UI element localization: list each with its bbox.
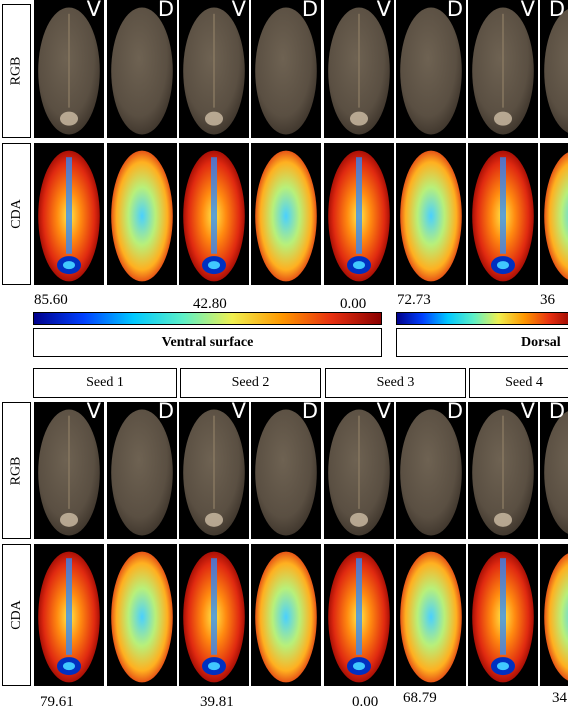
rgb-top-dorsal-image-4: D	[251, 0, 321, 138]
cda-top-ventral-image-5	[324, 143, 394, 285]
cda-bottom-ventral-image-1	[34, 544, 104, 686]
view-tag-ventral: V	[520, 0, 535, 21]
view-tag-ventral: V	[520, 402, 535, 423]
rgb-bottom-ventral-image-1: V	[34, 402, 104, 539]
cda-top-dorsal-image-2	[107, 143, 177, 285]
view-tag-dorsal: D	[157, 402, 174, 423]
seed-1-label: Seed 1	[33, 368, 177, 398]
rgb-bottom-dorsal-image-6: D	[396, 402, 466, 539]
colorbar-min-value-bottom: 0.00	[352, 694, 379, 710]
colorbar2-mid-value-bottom: 34	[552, 690, 567, 706]
colorbar-min-value-top: 0.00	[340, 296, 367, 312]
cda-bottom-dorsal-image-8	[540, 544, 568, 686]
cda-top-dorsal-image-8	[540, 143, 568, 285]
view-tag-dorsal: D	[446, 0, 463, 21]
view-tag-dorsal: D	[301, 0, 318, 21]
view-tag-ventral: V	[86, 0, 101, 21]
view-tag-ventral: V	[376, 0, 391, 21]
cda-top-ventral-image-7	[468, 143, 538, 285]
rgb-row-label-top: RGB	[2, 4, 31, 138]
rgb-top-dorsal-image-2: D	[107, 0, 177, 138]
cda-row-label-bottom: CDA	[2, 544, 31, 686]
cda-bottom-ventral-image-3	[179, 544, 249, 686]
colorbar-mid-value-bottom: 39.81	[200, 694, 234, 710]
rgb-top-dorsal-image-6: D	[396, 0, 466, 138]
view-tag-dorsal: D	[446, 402, 463, 423]
view-tag-ventral: V	[376, 402, 391, 423]
seed-4-label: Seed 4	[469, 368, 568, 398]
cda-bottom-dorsal-image-2	[107, 544, 177, 686]
cda-bottom-dorsal-image-6	[396, 544, 466, 686]
rgb-bottom-ventral-image-5: V	[324, 402, 394, 539]
colorbar-top	[33, 312, 382, 325]
dorsal-surface-label: Dorsal	[396, 328, 568, 357]
view-tag-dorsal: D	[548, 402, 565, 423]
cda-bottom-ventral-image-7	[468, 544, 538, 686]
colorbar-mid-value-top: 42.80	[193, 296, 227, 312]
rgb-top-ventral-image-1: V	[34, 0, 104, 138]
colorbar2-max-value-top: 72.73	[397, 292, 431, 308]
view-tag-ventral: V	[231, 402, 246, 423]
rgb-bottom-ventral-image-3: V	[179, 402, 249, 539]
seed-3-label: Seed 3	[325, 368, 466, 398]
view-tag-dorsal: D	[548, 0, 565, 21]
colorbar2-max-value-bottom: 68.79	[403, 690, 437, 706]
rgb-bottom-dorsal-image-4: D	[251, 402, 321, 539]
cda-top-ventral-image-1	[34, 143, 104, 285]
cda-top-ventral-image-3	[179, 143, 249, 285]
rgb-top-ventral-image-5: V	[324, 0, 394, 138]
rgb-top-ventral-image-3: V	[179, 0, 249, 138]
rgb-bottom-dorsal-image-8: D	[540, 402, 568, 539]
colorbar-max-value-top: 85.60	[34, 292, 68, 308]
view-tag-ventral: V	[86, 402, 101, 423]
cda-row-label-top: CDA	[2, 143, 31, 285]
cda-top-dorsal-image-4	[251, 143, 321, 285]
cda-bottom-dorsal-image-4	[251, 544, 321, 686]
colorbar2-top	[396, 312, 568, 325]
ventral-surface-label: Ventral surface	[33, 328, 382, 357]
seed-2-label: Seed 2	[180, 368, 321, 398]
view-tag-dorsal: D	[157, 0, 174, 21]
cda-bottom-ventral-image-5	[324, 544, 394, 686]
view-tag-ventral: V	[231, 0, 246, 21]
view-tag-dorsal: D	[301, 402, 318, 423]
rgb-bottom-ventral-image-7: V	[468, 402, 538, 539]
colorbar-max-value-bottom: 79.61	[40, 694, 74, 710]
rgb-row-label-bottom: RGB	[2, 402, 31, 539]
colorbar2-mid-value-top: 36	[540, 292, 555, 308]
rgb-bottom-dorsal-image-2: D	[107, 402, 177, 539]
cda-top-dorsal-image-6	[396, 143, 466, 285]
rgb-top-dorsal-image-8: D	[540, 0, 568, 138]
rgb-top-ventral-image-7: V	[468, 0, 538, 138]
